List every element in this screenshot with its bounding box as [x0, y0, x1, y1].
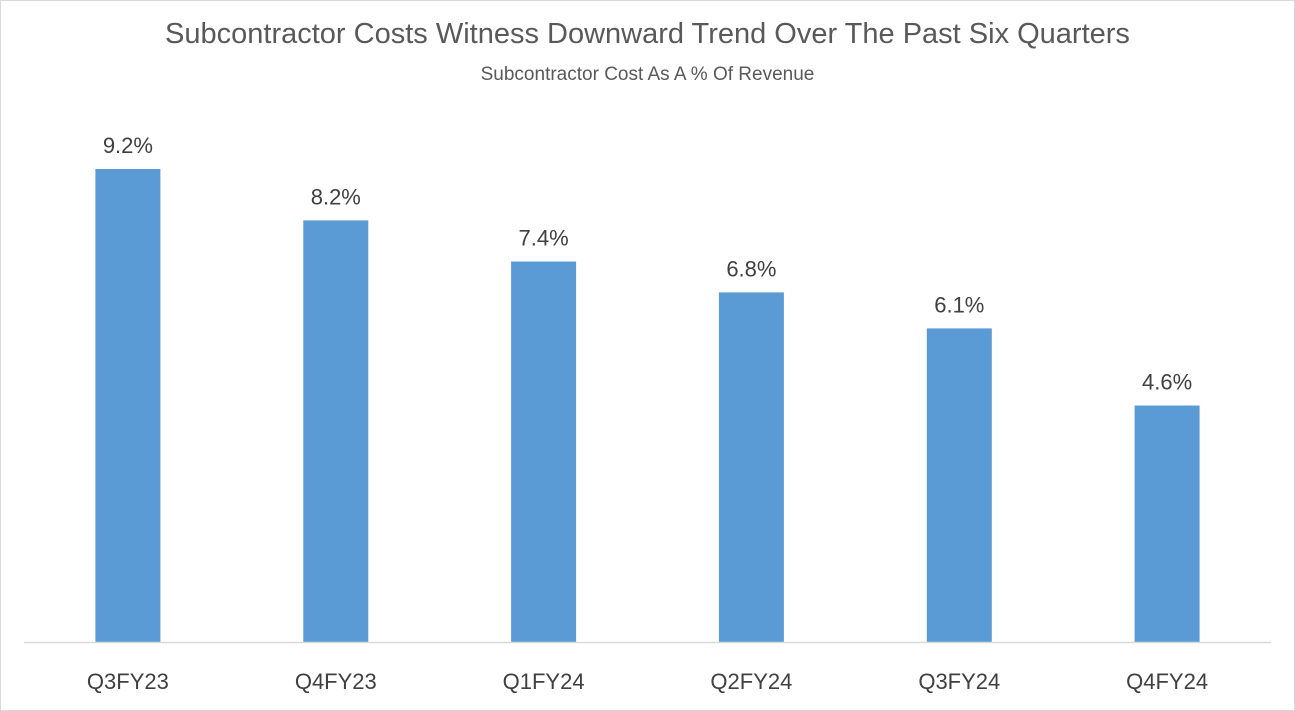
data-label-q4fy24: 4.6%	[1142, 370, 1192, 395]
data-label-q3fy23: 9.2%	[103, 133, 153, 158]
data-label-q4fy23: 8.2%	[311, 184, 361, 209]
x-tick-label-q3fy23: Q3FY23	[87, 669, 169, 694]
chart-title: Subcontractor Costs Witness Downward Tre…	[165, 18, 1130, 50]
x-tick-label-q2fy24: Q2FY24	[710, 669, 792, 694]
chart-subtitle: Subcontractor Cost As A % Of Revenue	[480, 64, 815, 85]
x-tick-label-q4fy23: Q4FY23	[295, 669, 377, 694]
bar-q3fy24	[926, 328, 992, 642]
x-tick-label-q1fy24: Q1FY24	[503, 669, 585, 694]
bar-q3fy23	[95, 169, 161, 642]
bar-q2fy24	[718, 292, 784, 642]
bar-q1fy24	[511, 261, 577, 642]
data-label-q2fy24: 6.8%	[726, 256, 776, 281]
bar-q4fy24	[1134, 405, 1200, 642]
x-tick-label-q4fy24: Q4FY24	[1126, 669, 1208, 694]
bar-q4fy23	[303, 220, 369, 642]
data-label-q1fy24: 7.4%	[519, 226, 569, 251]
x-tick-label-q3fy24: Q3FY24	[918, 669, 1000, 694]
data-label-q3fy24: 6.1%	[934, 292, 984, 317]
